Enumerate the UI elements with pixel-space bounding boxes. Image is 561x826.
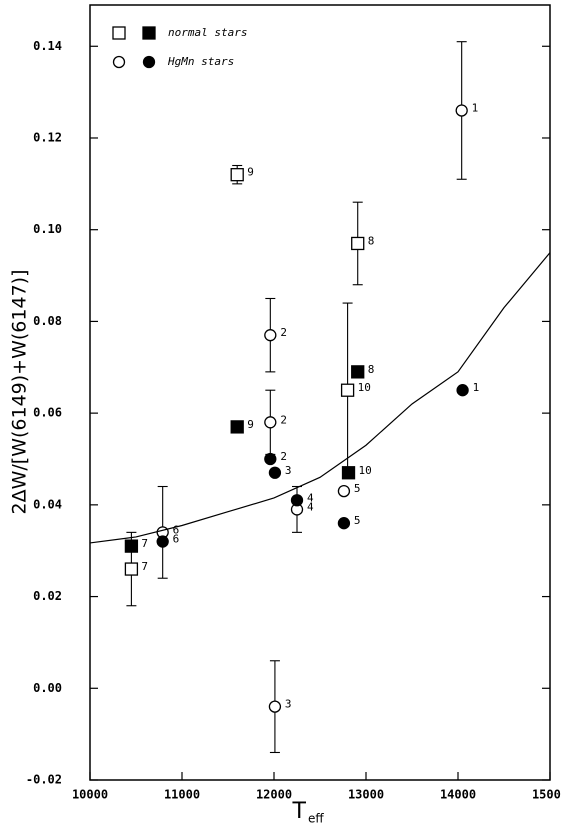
- model-line: [89, 252, 551, 544]
- circle-point: [456, 384, 469, 397]
- legend-marker: [112, 26, 126, 40]
- legend-marker: [142, 26, 156, 40]
- circle-point: [455, 104, 468, 117]
- circle-point: [156, 535, 169, 548]
- point-label: 6: [173, 533, 180, 546]
- circle-point: [290, 494, 304, 507]
- x-axis-label-subscript: eff: [308, 812, 324, 826]
- circle-point: [268, 700, 282, 713]
- x-axis-label: T: [292, 799, 307, 824]
- point-label: 1: [472, 101, 479, 114]
- y-tick-label: 0.04: [33, 497, 62, 511]
- x-tick-label: 15000: [532, 788, 561, 802]
- square-point: [351, 365, 365, 379]
- point-label: 6: [173, 523, 180, 536]
- point-label: 7: [141, 537, 148, 550]
- legend-label: HgMn stars: [167, 55, 234, 68]
- square-point: [340, 383, 355, 397]
- point-label: 10: [359, 464, 372, 477]
- square-point: [230, 420, 244, 434]
- point-label: 7: [141, 560, 148, 573]
- point-label: 5: [354, 482, 361, 495]
- legend-label: normal stars: [168, 26, 247, 39]
- y-tick-label: 0.08: [33, 314, 62, 328]
- y-axis-label: 2ΔW/[W(6149)+W(6147)]: [9, 270, 31, 515]
- point-label: 1: [473, 381, 480, 394]
- x-tick-label: 12000: [256, 788, 292, 802]
- point-label: 3: [285, 698, 292, 711]
- point-label: 10: [358, 381, 371, 394]
- square-point: [341, 466, 356, 480]
- circle-point: [264, 452, 277, 466]
- point-label: 2: [280, 326, 287, 339]
- square-point: [230, 168, 244, 182]
- legend-marker: [112, 55, 126, 69]
- square-point: [124, 539, 139, 553]
- legend-marker: [142, 55, 156, 69]
- point-label: 9: [247, 418, 254, 431]
- point-label: 9: [247, 166, 254, 179]
- point-label: 8: [368, 234, 375, 247]
- y-tick-label: 0.12: [33, 130, 62, 144]
- point-label: 3: [285, 464, 292, 477]
- y-tick-label: 0.00: [33, 681, 62, 695]
- point-label: 4: [307, 491, 314, 504]
- point-label: 4: [307, 500, 314, 513]
- circle-point: [337, 484, 351, 498]
- x-tick-label: 13000: [348, 788, 384, 802]
- point-label: 8: [368, 363, 375, 376]
- plot-frame: [89, 4, 551, 781]
- square-point: [124, 562, 139, 576]
- y-tick-label: 0.14: [33, 39, 62, 53]
- square-point: [351, 236, 365, 251]
- point-label: 2: [280, 450, 287, 463]
- circle-point: [337, 517, 351, 530]
- y-tick-label: 0.10: [33, 222, 62, 236]
- x-tick-label: 11000: [164, 788, 200, 802]
- y-tick-label: -0.02: [26, 773, 62, 787]
- circle-point: [264, 329, 277, 342]
- y-tick-label: 0.06: [33, 406, 62, 420]
- x-tick-label: 10000: [72, 788, 108, 802]
- point-label: 5: [354, 514, 361, 527]
- point-label: 2: [280, 413, 287, 426]
- circle-point: [264, 416, 277, 429]
- x-tick-label: 14000: [440, 788, 476, 802]
- y-tick-label: 0.02: [33, 589, 62, 603]
- circle-point: [268, 466, 282, 479]
